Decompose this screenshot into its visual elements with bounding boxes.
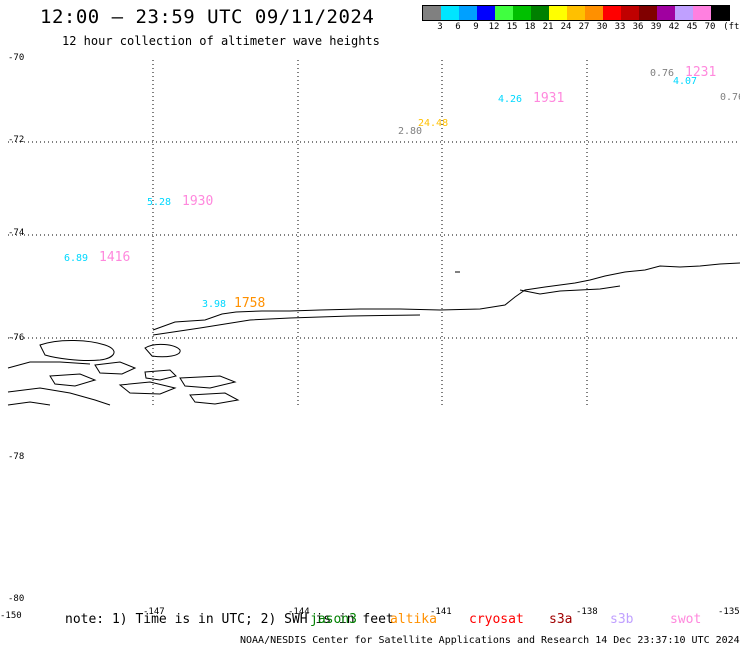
map-title: 12:00 – 23:59 UTC 09/11/2024 [40,6,375,28]
swh-value: 6.89 [64,253,88,264]
lon-label: -141 [430,607,452,617]
scale-swatch [495,6,513,20]
scale-tick-label: 6 [455,22,461,32]
scale-unit: (ft) [723,22,740,32]
obs-time: 1758 [234,296,265,311]
scale-tick-label: 12 [488,22,500,32]
scale-tick-label: 9 [473,22,479,32]
scale-swatch [531,6,549,20]
scale-tick-label: 21 [542,22,554,32]
lat-label: -80 [8,594,24,604]
legend-swot: swot [670,612,702,627]
scale-tick-label: 33 [614,22,626,32]
obs-time: 1930 [182,194,213,209]
scale-swatch [567,6,585,20]
lat-label: -70 [8,53,24,63]
scale-swatch [693,6,711,20]
lat-label: -78 [8,452,24,462]
scale-swatch [441,6,459,20]
scale-tick-label: 27 [578,22,590,32]
scale-swatch [477,6,495,20]
scale-tick-label: 30 [596,22,608,32]
legend-altika: altika [390,612,437,627]
swh-value: 5.28 [147,197,171,208]
scale-tick-label: 15 [506,22,518,32]
obs-time: 1931 [533,91,564,106]
swh-value: 0.76 [720,92,740,103]
lon-label: -150 [0,611,22,621]
scale-tick-label: 39 [650,22,662,32]
lon-label: -147 [143,607,165,617]
swh-value: 4.07 [673,76,697,87]
scale-tick-label: 18 [524,22,536,32]
footer-note: note: 1) Time is in UTC; 2) SWH is in fe… [65,612,394,627]
color-scale-bar [422,5,730,21]
swh-value: 4.26 [498,94,522,105]
lon-label: -138 [576,607,598,617]
scale-swatch [639,6,657,20]
scale-tick-label: 70 [704,22,716,32]
scale-swatch [549,6,567,20]
obs-time: 1416 [99,250,130,265]
legend-s3b: s3b [610,612,634,627]
legend-jason3: jason3 [310,612,357,627]
swh-value: 3.98 [202,299,226,310]
scale-swatch [513,6,531,20]
map-grid [8,60,740,405]
obs-time: 1231 [685,65,716,80]
scale-swatch [459,6,477,20]
legend-cryosat: cryosat [469,612,524,627]
legend-s3a: s3a [549,612,573,627]
coastline [7,262,740,406]
scale-tick-label: 45 [686,22,698,32]
scale-swatch [657,6,675,20]
observation-labels: 5.28 1930 6.89 1416 3.98 1758 2.80 24.48… [64,65,740,311]
scale-tick-label: 3 [437,22,443,32]
scale-tick-label: 42 [668,22,680,32]
swh-value: 24.48 [418,118,448,129]
lat-label: -72 [8,135,24,145]
lon-label: -144 [288,607,310,617]
scale-tick-label: 36 [632,22,644,32]
scale-swatch [603,6,621,20]
scale-swatch [585,6,603,20]
scale-swatch [675,6,693,20]
scale-swatch [711,6,729,20]
scale-swatch [621,6,639,20]
swh-value: 2.80 [398,126,422,137]
scale-swatch [423,6,441,20]
credit-line: NOAA/NESDIS Center for Satellite Applica… [240,635,740,646]
note-text: note: 1) Time is in UTC; 2) SWH is in fe… [65,612,394,627]
lon-label: -135 [718,607,740,617]
scale-tick-label: 24 [560,22,572,32]
lat-label: -74 [8,228,24,238]
swh-value: 0.76 [650,68,674,79]
lat-label: -76 [8,333,24,343]
map-subtitle: 12 hour collection of altimeter wave hei… [62,34,380,48]
